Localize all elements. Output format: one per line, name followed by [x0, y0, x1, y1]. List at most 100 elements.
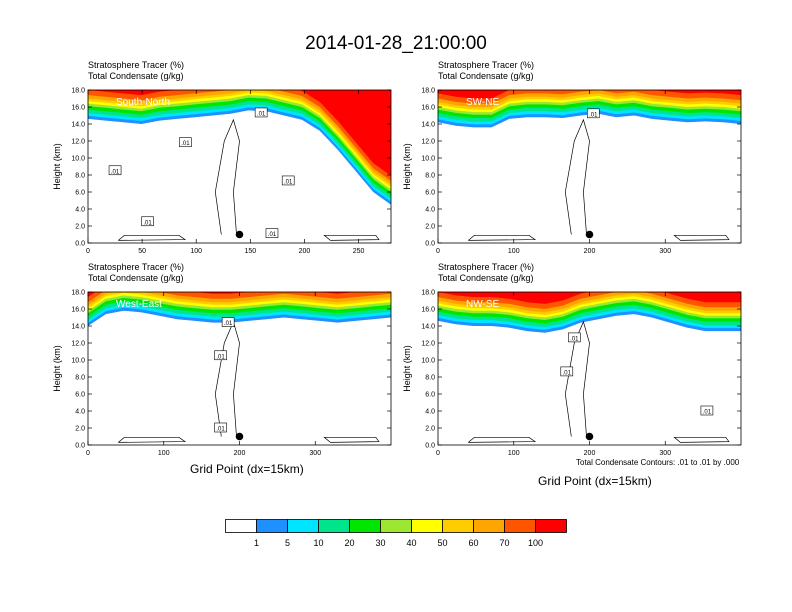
y-tick-label: 0.0 [75, 241, 85, 248]
contour-label-2: .01 [216, 427, 225, 433]
y-axis-label: Height (km) [52, 143, 62, 190]
contour-line-2 [323, 234, 380, 241]
colorbar-swatch-1 [256, 519, 288, 533]
colorbar-tick-label-40: 40 [406, 538, 416, 548]
colorbar: 1 5 10 20 30 40 50 60 70 100 [225, 519, 567, 548]
field-title-2: Total Condensate (g/kg) [88, 273, 184, 283]
contour-label-1: .01 [143, 220, 152, 226]
contour-label-1: .01 [563, 370, 572, 376]
colorbar-swatch-5 [380, 519, 412, 533]
y-tick-label: 2.0 [75, 224, 85, 231]
contour-label-0: .01 [570, 336, 579, 342]
x-tick-label: 0 [86, 450, 90, 457]
field-title-2: Total Condensate (g/kg) [438, 273, 534, 283]
colorbar-tick-label-5: 5 [285, 538, 290, 548]
contour-line-1 [468, 234, 537, 241]
contour-label-box-1 [141, 216, 154, 227]
contour-line-1 [468, 436, 537, 443]
contour-line-2 [673, 234, 730, 241]
y-tick-label: 16.0 [421, 105, 435, 112]
contour-label-2: .01 [703, 410, 712, 416]
colorbar-swatch-7 [442, 519, 474, 533]
colorbar-tick-label-30: 30 [375, 538, 385, 548]
field-title-1: Stratosphere Tracer (%) [438, 60, 534, 70]
panel-sw-ne: Stratosphere Tracer (%)Total Condensate … [402, 60, 742, 255]
x-tick-label: 0 [86, 248, 90, 255]
colorbar-tick-label-70: 70 [499, 538, 509, 548]
y-tick-label: 18.0 [421, 290, 435, 297]
y-tick-label: 16.0 [421, 307, 435, 314]
cross-section-label: NW-SE [466, 299, 499, 310]
panel-nw-se: Stratosphere Tracer (%)Total Condensate … [402, 262, 742, 457]
contour-label-box-2 [700, 405, 714, 416]
contour-label-box-0 [586, 108, 600, 119]
colorbar-tick-label-100: 100 [528, 538, 543, 548]
x-tick-label: 200 [299, 248, 311, 255]
contour-note: Total Condensate Contours: .01 to .01 by… [576, 458, 740, 467]
shaded-field: .01 [438, 90, 741, 243]
x-tick-label: 200 [584, 248, 596, 255]
x-tick-label: 300 [659, 450, 671, 457]
y-axis-label: Height (km) [402, 143, 412, 190]
colorbar-tick-label-10: 10 [313, 538, 323, 548]
shaded-field: .01 .01 .01 .01 .01 .01 [88, 90, 391, 243]
location-marker [585, 230, 594, 239]
y-tick-label: 4.0 [75, 207, 85, 214]
contour-label-box-0 [221, 317, 235, 327]
y-tick-label: 4.0 [425, 207, 435, 214]
y-tick-label: 12.0 [421, 341, 435, 348]
y-tick-label: 10.0 [421, 358, 435, 365]
condensate-contours [468, 320, 730, 443]
y-tick-label: 4.0 [75, 409, 85, 416]
y-tick-label: 16.0 [71, 307, 85, 314]
y-tick-label: 10.0 [71, 156, 85, 163]
contour-label-box-2 [179, 137, 192, 147]
contour-line-1 [118, 436, 187, 443]
y-tick-label: 6.0 [425, 392, 435, 399]
y-tick-label: 18.0 [71, 88, 85, 95]
y-tick-label: 8.0 [75, 375, 85, 382]
y-tick-label: 16.0 [71, 105, 85, 112]
contour-label-box-0 [108, 165, 122, 176]
y-tick-label: 18.0 [421, 88, 435, 95]
x-tick-label: 0 [436, 450, 440, 457]
x-tick-label: 150 [244, 248, 256, 255]
contour-label-0: .01 [224, 321, 233, 327]
condensate-contours [468, 118, 730, 241]
x-tick-label: 100 [508, 248, 520, 255]
y-tick-label: 14.0 [421, 324, 435, 331]
tracer-band-9 [438, 90, 741, 99]
contour-label-4: .01 [284, 179, 293, 185]
colorbar-swatch-6 [411, 519, 443, 533]
contour-line-0 [564, 118, 590, 235]
contour-label-box-2 [214, 422, 227, 433]
y-tick-label: 8.0 [75, 173, 85, 180]
x-axis-label-left: Grid Point (dx=15km) [190, 462, 304, 476]
colorbar-swatch-2 [287, 519, 319, 533]
y-tick-label: 6.0 [75, 190, 85, 197]
x-tick-label: 200 [234, 450, 246, 457]
contour-label-0: .01 [111, 169, 120, 175]
condensate-contours [118, 118, 380, 241]
y-tick-label: 4.0 [425, 409, 435, 416]
cross-section-label: South-North [116, 97, 170, 108]
y-tick-label: 14.0 [71, 324, 85, 331]
y-tick-label: 0.0 [425, 443, 435, 450]
y-tick-label: 14.0 [71, 122, 85, 129]
contour-label-box-4 [281, 175, 295, 186]
field-title-1: Stratosphere Tracer (%) [438, 262, 534, 272]
y-axis-label: Height (km) [402, 345, 412, 392]
x-tick-label: 50 [138, 248, 146, 255]
field-title-1: Stratosphere Tracer (%) [88, 60, 184, 70]
shaded-field: .01 .01 .01 [438, 292, 741, 445]
y-axis-label: Height (km) [52, 345, 62, 392]
y-tick-label: 12.0 [71, 341, 85, 348]
y-tick-label: 2.0 [75, 426, 85, 433]
contour-line-1 [118, 234, 187, 241]
contour-label-box-1 [560, 366, 574, 377]
colorbar-tick-label-60: 60 [468, 538, 478, 548]
colorbar-tick-label-1: 1 [254, 538, 259, 548]
contour-label-1: .01 [216, 354, 225, 360]
plot-frame [87, 89, 392, 244]
colorbar-swatch-4 [349, 519, 381, 533]
